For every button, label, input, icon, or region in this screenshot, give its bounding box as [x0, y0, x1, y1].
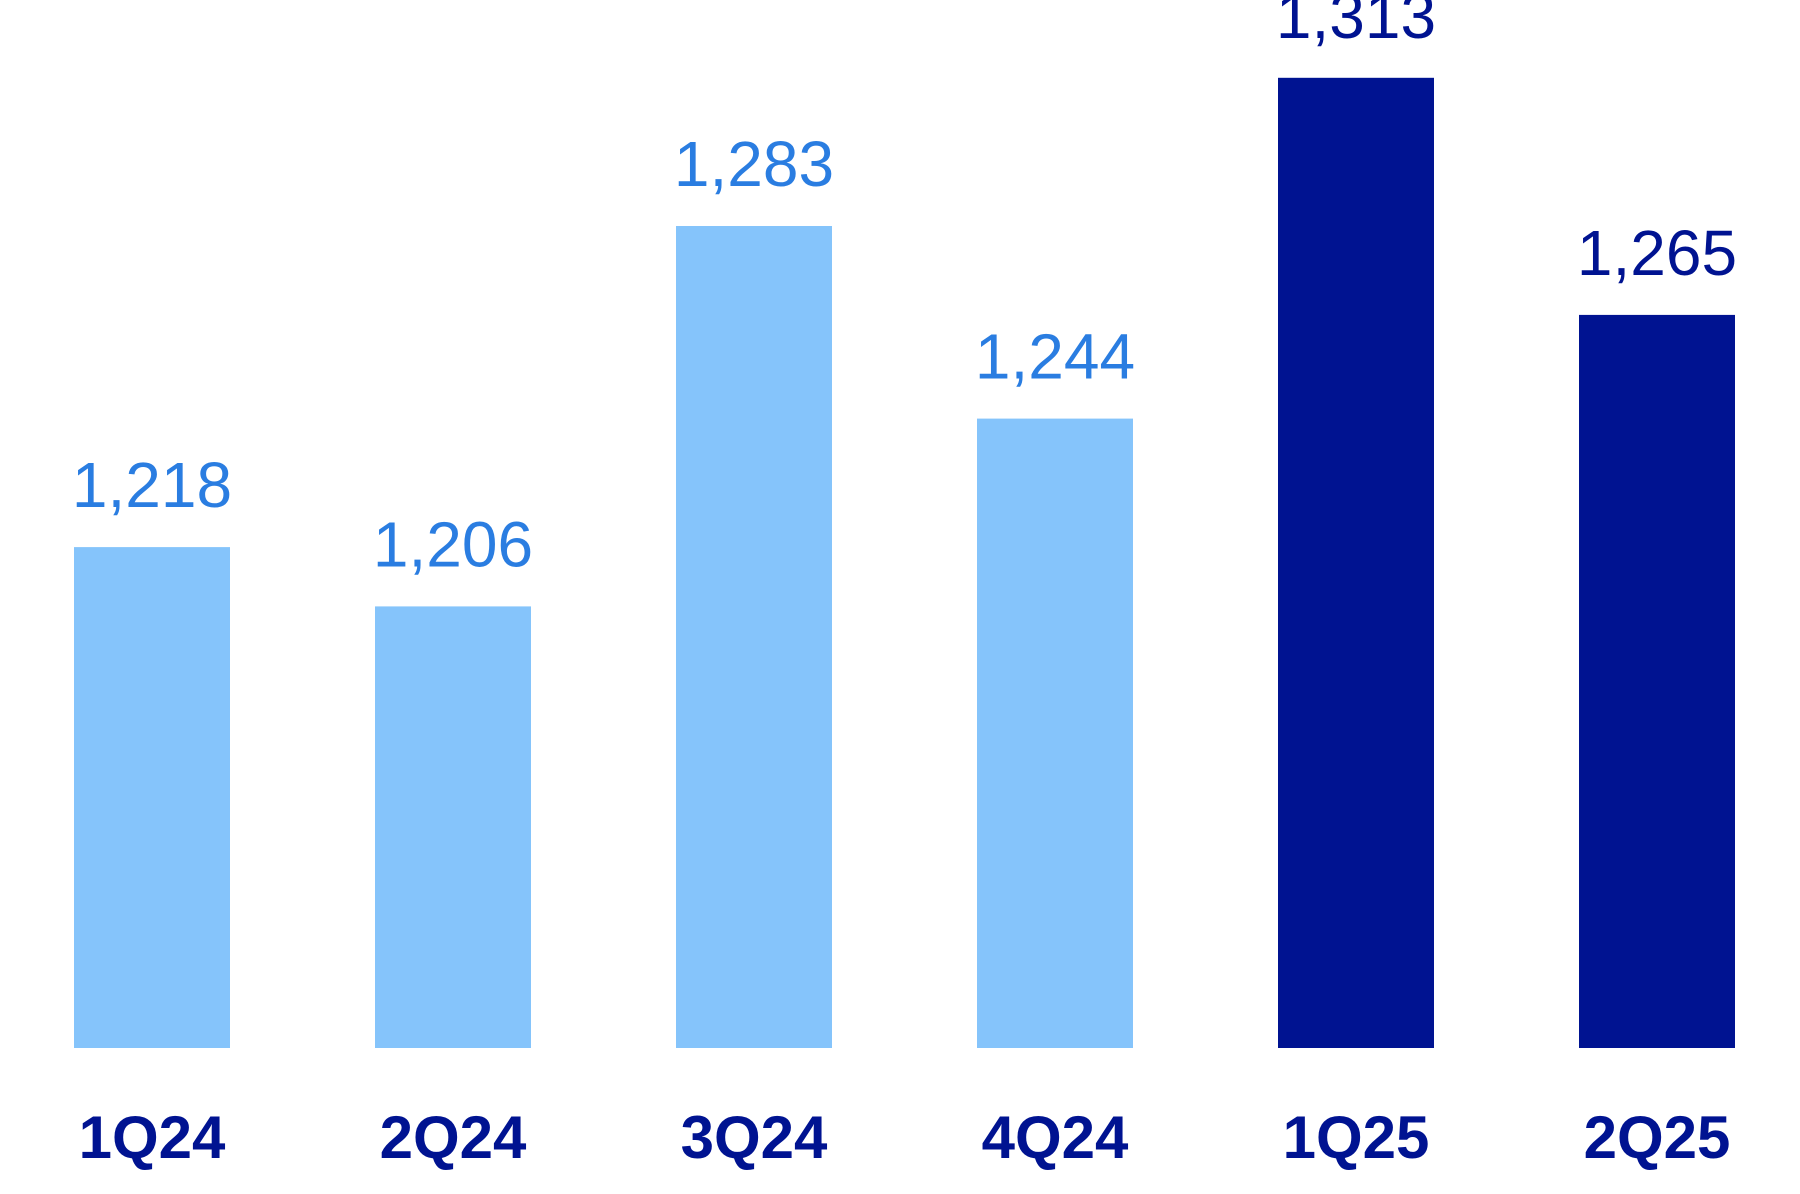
bar-4q24	[977, 418, 1133, 1049]
value-label-1q25: 1,313	[1276, 0, 1436, 52]
category-label-2q24: 2Q24	[380, 1104, 527, 1171]
category-label-3q24: 3Q24	[681, 1104, 828, 1171]
category-label-1q25: 1Q25	[1283, 1104, 1430, 1171]
bar-2q24	[375, 606, 531, 1048]
bar-1q25	[1278, 77, 1434, 1049]
bar-1q24	[74, 547, 230, 1048]
category-labels-group: 1Q24 2Q24 3Q24 4Q24 1Q25 2Q25	[79, 1104, 1731, 1171]
value-label-3q24: 1,283	[674, 128, 834, 200]
category-label-2q25: 2Q25	[1584, 1104, 1731, 1171]
value-label-1q24: 1,218	[72, 449, 232, 521]
bar-3q24	[676, 226, 832, 1048]
bars-group	[74, 77, 1735, 1049]
value-label-4q24: 1,244	[975, 321, 1135, 393]
value-label-2q25: 1,265	[1577, 217, 1737, 289]
value-labels-group: 1,218 1,206 1,283 1,244 1,313 1,265	[72, 0, 1737, 580]
category-label-1q24: 1Q24	[79, 1104, 226, 1171]
category-label-4q24: 4Q24	[982, 1104, 1129, 1171]
value-label-2q24: 1,206	[373, 508, 533, 580]
bar-2q25	[1579, 314, 1735, 1048]
